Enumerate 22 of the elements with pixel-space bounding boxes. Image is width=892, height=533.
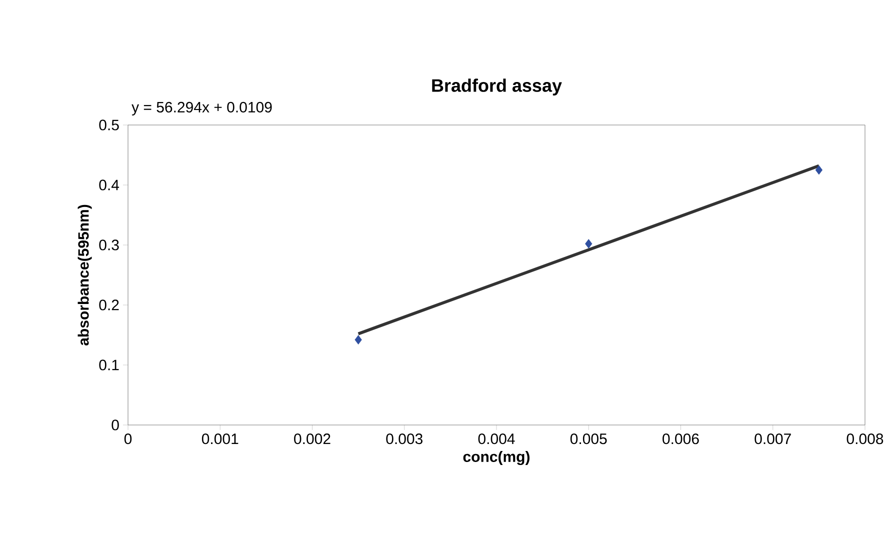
x-tick-label: 0.008 bbox=[846, 434, 884, 444]
x-tick-label: 0.004 bbox=[478, 434, 515, 444]
point bbox=[354, 335, 362, 344]
x-tick-label: 0.006 bbox=[662, 434, 699, 444]
y-tick-label: 0.2 bbox=[99, 300, 119, 310]
x-axis-title: conc(mg) bbox=[463, 451, 530, 466]
x-tick-label: 0.003 bbox=[386, 434, 422, 444]
point bbox=[585, 239, 592, 248]
y-tick-label: 0.5 bbox=[99, 120, 119, 130]
y-tick-label: 0 bbox=[112, 420, 119, 430]
x-tick-label: 0.001 bbox=[202, 434, 238, 444]
y-tick-label: 0.1 bbox=[99, 360, 119, 370]
x-tick-label: 0 bbox=[124, 434, 132, 444]
point bbox=[815, 165, 823, 175]
text: y = 56.294x + 0.0109 bbox=[132, 102, 272, 116]
y-tick-label: 0.4 bbox=[99, 180, 120, 190]
x-tick-label: 0.007 bbox=[754, 434, 791, 444]
chart-title: Bradford assay bbox=[432, 78, 562, 96]
y-axis-title: absorbance(595nm) bbox=[78, 204, 92, 346]
y-tick-label: 0.3 bbox=[99, 240, 119, 250]
x-tick-label: 0.002 bbox=[294, 434, 330, 444]
x-tick-label: 0.005 bbox=[570, 434, 607, 444]
